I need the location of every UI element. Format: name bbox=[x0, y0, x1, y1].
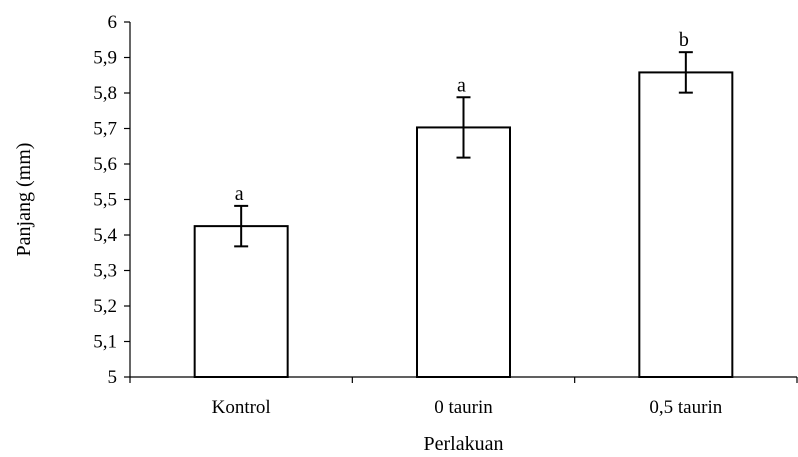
bar bbox=[193, 225, 289, 378]
x-axis-title: Perlakuan bbox=[424, 433, 504, 455]
y-tick-label: 5,5 bbox=[93, 190, 117, 211]
y-tick-label: 5,2 bbox=[93, 296, 117, 317]
y-tick-label: 5,9 bbox=[93, 48, 117, 69]
x-tick-label: Kontrol bbox=[212, 397, 271, 418]
y-axis-title: Panjang (mm) bbox=[13, 143, 35, 257]
bar bbox=[416, 126, 511, 378]
x-tick-label: 0,5 taurin bbox=[649, 397, 722, 418]
significance-label: b bbox=[679, 29, 689, 51]
y-tick-label: 6 bbox=[108, 12, 118, 33]
y-tick-label: 5,7 bbox=[93, 119, 117, 140]
significance-label: a bbox=[235, 183, 244, 205]
bar bbox=[638, 71, 734, 378]
x-axis-ticks: Kontrol 0 taurin 0,5 taurin bbox=[129, 377, 798, 418]
y-tick-label: 5,8 bbox=[93, 83, 117, 104]
y-tick-label: 5,1 bbox=[93, 332, 117, 353]
y-tick-label: 5,6 bbox=[93, 154, 117, 175]
bars: a a b bbox=[193, 29, 734, 378]
significance-label: a bbox=[457, 74, 466, 96]
y-tick-label: 5 bbox=[108, 367, 118, 388]
y-tick-label: 5,4 bbox=[93, 225, 117, 246]
y-tick-label: 5,3 bbox=[93, 261, 117, 282]
y-axis-ticks: 5 5,1 5,2 5,3 5,4 5,5 5,6 5,7 5,8 5,9 6 bbox=[93, 12, 130, 388]
x-tick-label: 0 taurin bbox=[434, 397, 493, 418]
